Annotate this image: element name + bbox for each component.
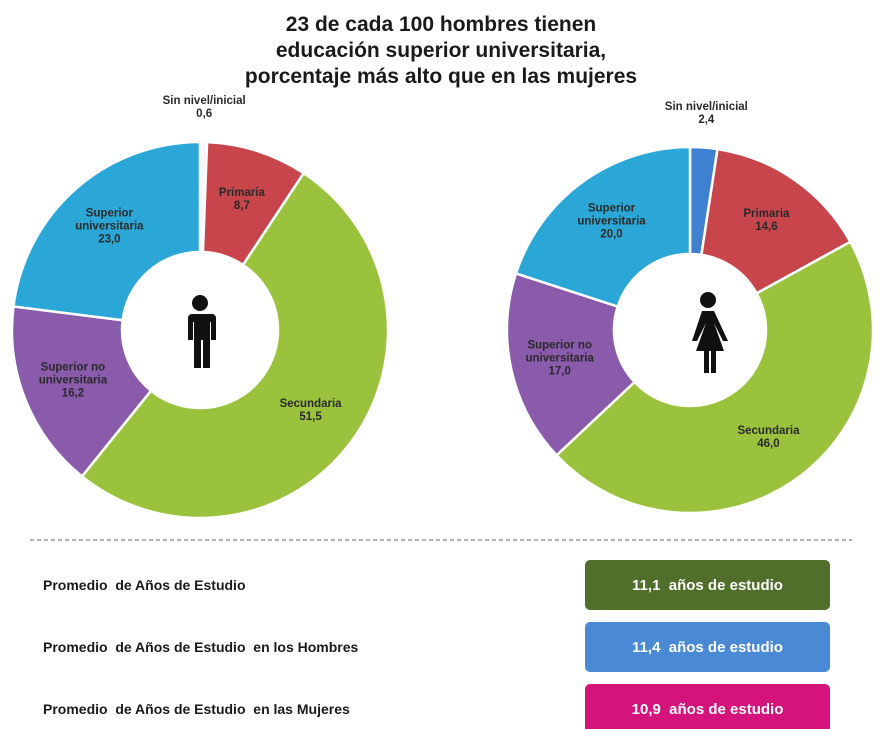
stat-value: 10,9 años de estudio bbox=[585, 684, 830, 729]
slice-label: Secundaria 51,5 bbox=[265, 398, 357, 424]
category-label: Primaria bbox=[218, 186, 265, 199]
woman-icon bbox=[692, 292, 728, 373]
stat-label: Promedio de Años de Estudio bbox=[43, 577, 246, 593]
slices bbox=[10, 140, 875, 520]
slice-label: Primaria 14,6 bbox=[720, 208, 812, 234]
slice bbox=[10, 305, 153, 479]
slice-label: Primaria 8,7 bbox=[196, 187, 288, 213]
man-icon bbox=[188, 295, 216, 368]
stat-value: 11,4 años de estudio bbox=[585, 622, 830, 672]
category-label: Primaria bbox=[743, 207, 790, 220]
slice bbox=[554, 240, 875, 515]
value-label: 46,0 bbox=[757, 438, 780, 450]
category-label: Superior no universitaria bbox=[38, 361, 108, 387]
value-label: 8,7 bbox=[233, 199, 250, 212]
category-label: Superior universitaria bbox=[75, 207, 144, 233]
value-label: 23,0 bbox=[98, 233, 121, 246]
slice-label: Secundaria 46,0 bbox=[722, 425, 814, 451]
value-label: 17,0 bbox=[548, 365, 571, 378]
slice bbox=[12, 140, 202, 322]
title: 23 de cada 100 hombres tienen educación … bbox=[244, 13, 638, 88]
value-label: 16,2 bbox=[61, 387, 85, 400]
slice-label: Superior universitaria 23,0 bbox=[63, 208, 155, 247]
category-label: Superior no universitaria bbox=[525, 339, 594, 365]
slice bbox=[505, 271, 637, 458]
category-label: Superior universitaria bbox=[577, 202, 646, 228]
value-label: 20,0 bbox=[600, 228, 623, 241]
slice-label: Sin nivel/inicial 2,4 bbox=[660, 101, 752, 127]
value-label: 51,5 bbox=[299, 410, 322, 423]
value-label: 0,6 bbox=[196, 108, 213, 121]
stat-label: Promedio de Años de Estudio en las Mujer… bbox=[43, 701, 350, 717]
stat-value: 11,1 años de estudio bbox=[585, 560, 830, 610]
slice-label: Superior no universitaria 17,0 bbox=[514, 340, 606, 379]
category-label: Sin nivel/inicial bbox=[162, 95, 246, 108]
value-label: 2,4 bbox=[698, 113, 715, 126]
category-label: Secundaria bbox=[737, 425, 800, 437]
slice-label: Superior no universitaria 16,2 bbox=[27, 362, 119, 401]
slice bbox=[514, 145, 692, 309]
slice bbox=[80, 171, 390, 520]
slice-label: Superior universitaria 20,0 bbox=[566, 202, 658, 241]
slice-label: Sin nivel/inicial 0,6 bbox=[158, 95, 250, 121]
value-label: 14,6 bbox=[755, 220, 778, 233]
stat-label: Promedio de Años de Estudio en los Hombr… bbox=[43, 639, 359, 655]
category-label: Secundaria bbox=[279, 397, 342, 410]
category-label: Sin nivel/inicial bbox=[664, 100, 748, 113]
slice bbox=[699, 147, 853, 296]
